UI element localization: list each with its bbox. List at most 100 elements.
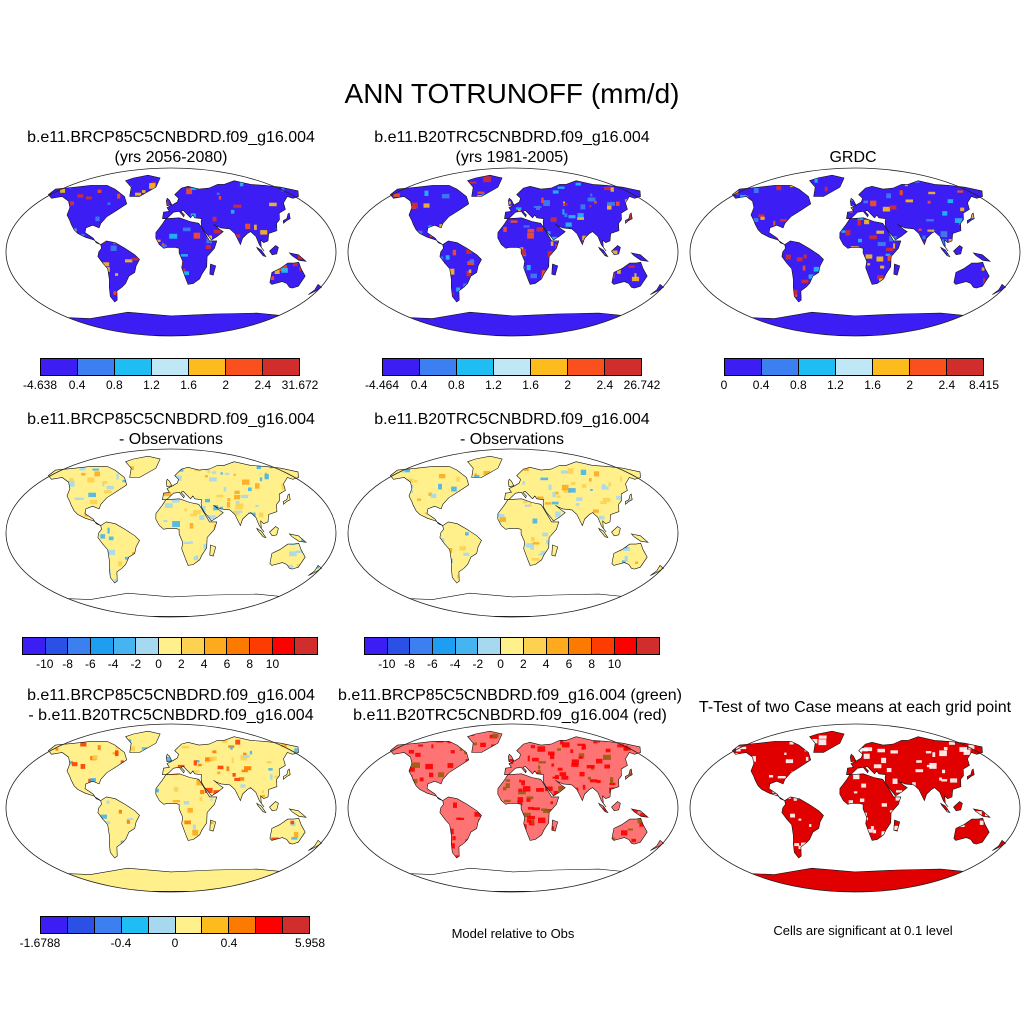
map-panel-3	[689, 167, 1021, 337]
colorbar-tick-label: 10	[265, 657, 280, 671]
panel-title-1-line1: b.e11.BRCP85C5CNBDRD.f09_g16.004	[27, 129, 315, 146]
colorbar-swatch	[614, 638, 638, 654]
note-significance: Cells are significant at 0.1 level	[773, 923, 953, 938]
colorbar-swatch	[569, 638, 592, 654]
colorbar-panel-5	[364, 637, 660, 655]
land-field	[48, 731, 322, 858]
colorbar-tick-label: -10	[378, 657, 396, 671]
note-model-relative: Model relative to Obs	[451, 926, 575, 941]
colorbar-panel-5-labels: -10 -8 -6 -4 -2 0 2 4 6 8 10	[364, 657, 660, 673]
colorbar-panel-2	[382, 358, 642, 376]
colorbar-swatch	[41, 359, 78, 375]
colorbar-swatch	[78, 359, 115, 375]
map-panel-4	[5, 448, 337, 618]
colorbar-swatch	[605, 359, 641, 375]
panel-title-7-line1: b.e11.BRCP85C5CNBDRD.f09_g16.004 (green)	[338, 687, 682, 704]
colorbar-swatch	[762, 359, 799, 375]
colorbar-swatch	[91, 638, 114, 654]
colorbar-tick-label: -4	[449, 657, 461, 671]
colorbar-tick-label: 2	[520, 657, 527, 671]
colorbar-swatch	[478, 638, 502, 654]
colorbar-tick-label: 1.6	[180, 378, 197, 392]
colorbar-tick-label: 6	[565, 657, 573, 671]
colorbar-panel-1	[40, 358, 300, 376]
colorbar-swatch	[249, 638, 273, 654]
colorbar-tick-label: 4	[542, 657, 550, 671]
colorbar-swatch	[189, 359, 226, 375]
map-panel-5	[347, 448, 679, 618]
colorbar-tick-label: -1.6788	[19, 936, 61, 950]
colorbar-swatch	[136, 638, 160, 654]
colorbar-tick-label: 2	[564, 378, 572, 392]
colorbar-tick-label: 0	[720, 378, 728, 392]
panel-title-4-line2: - Observations	[118, 431, 224, 448]
map-panel-6	[5, 723, 337, 893]
colorbar-panel-4-labels: -10 -8 -6 -4 -2 0 2 4 6 8 10	[22, 657, 318, 673]
colorbar-tick-label: -6	[84, 657, 96, 671]
colorbar-tick-label: 2.4	[596, 378, 614, 392]
colorbar-swatch	[365, 638, 388, 654]
colorbar-swatch	[121, 917, 149, 933]
colorbar-swatch	[152, 359, 189, 375]
colorbar-tick-label: 2.4	[938, 378, 956, 392]
colorbar-swatch	[272, 638, 296, 654]
map-border	[5, 723, 337, 893]
panel-title-5: b.e11.B20TRC5CNBDRD.f09_g16.004 - Observ…	[342, 410, 682, 450]
antarctica	[47, 592, 296, 617]
colorbar-tick-label: 10	[607, 657, 622, 671]
colorbar-swatch	[94, 917, 122, 933]
map-border	[5, 448, 337, 618]
land-field	[48, 456, 322, 583]
land-field	[48, 175, 322, 302]
colorbar-tick-label: 5.958	[294, 936, 326, 950]
colorbar-tick-label: 2.4	[254, 378, 272, 392]
map-border	[347, 167, 679, 337]
colorbar-swatch	[68, 638, 92, 654]
colorbar-tick-label: 0	[497, 657, 504, 671]
panel-title-4: b.e11.BRCP85C5CNBDRD.f09_g16.004 - Obser…	[0, 410, 342, 450]
panel-title-2-line1: b.e11.B20TRC5CNBDRD.f09_g16.004	[374, 129, 650, 146]
colorbar-tick-label: -8	[62, 657, 73, 671]
colorbar-tick-label: 8.415	[968, 378, 1000, 392]
colorbar-swatch	[910, 359, 947, 375]
land-field	[390, 175, 664, 302]
colorbar-swatch	[725, 359, 762, 375]
colorbar-tick-label: -2	[130, 657, 142, 671]
colorbar-tick-label: 2	[222, 378, 230, 392]
colorbar-tick-label: 2	[178, 657, 185, 671]
colorbar-swatch	[113, 638, 137, 654]
colorbar-panel-4	[22, 637, 318, 655]
panel-title-4-line1: b.e11.BRCP85C5CNBDRD.f09_g16.004	[27, 411, 315, 428]
colorbar-swatch	[410, 638, 434, 654]
colorbar-tick-label: -8	[404, 657, 415, 671]
map-border	[689, 723, 1021, 893]
colorbar-swatch	[175, 917, 203, 933]
colorbar-tick-label: 0.8	[789, 378, 807, 392]
colorbar-tick-label: 6	[223, 657, 231, 671]
colorbar-swatch	[387, 638, 411, 654]
colorbar-panel-6-labels: -1.6788 -0.4 0 0.4 5.958	[20, 936, 325, 952]
colorbar-swatch	[799, 359, 836, 375]
colorbar-tick-label: 26.742	[623, 378, 661, 392]
colorbar-swatch	[457, 359, 494, 375]
colorbar-swatch	[383, 359, 420, 375]
colorbar-swatch	[263, 359, 299, 375]
colorbar-tick-label: 0.8	[105, 378, 123, 392]
colorbar-tick-label: 1.6	[522, 378, 539, 392]
colorbar-tick-label: 0.8	[447, 378, 465, 392]
map-panel-2	[347, 167, 679, 337]
colorbar-panel-1-labels: -4.638 0.4 0.8 1.2 1.6 2 2.4 31.672	[23, 378, 318, 394]
panel-title-8-line1: T-Test of two Case means at each grid po…	[698, 699, 1012, 716]
colorbar-swatch	[202, 917, 230, 933]
panel-title-3: GRDC	[682, 148, 1024, 168]
colorbar-swatch	[148, 917, 176, 933]
colorbar-tick-label: -0.4	[110, 936, 132, 950]
colorbar-swatch	[227, 638, 250, 654]
colorbar-tick-label: -2	[472, 657, 484, 671]
colorbar-tick-label: 0.4	[68, 378, 86, 392]
colorbar-tick-label: 1.2	[485, 378, 502, 392]
colorbar-tick-label: -4.638	[22, 378, 58, 392]
map-border	[689, 167, 1021, 337]
panel-title-1-line2: (yrs 2056-2080)	[114, 149, 228, 166]
colorbar-tick-label: 0.4	[220, 936, 238, 950]
